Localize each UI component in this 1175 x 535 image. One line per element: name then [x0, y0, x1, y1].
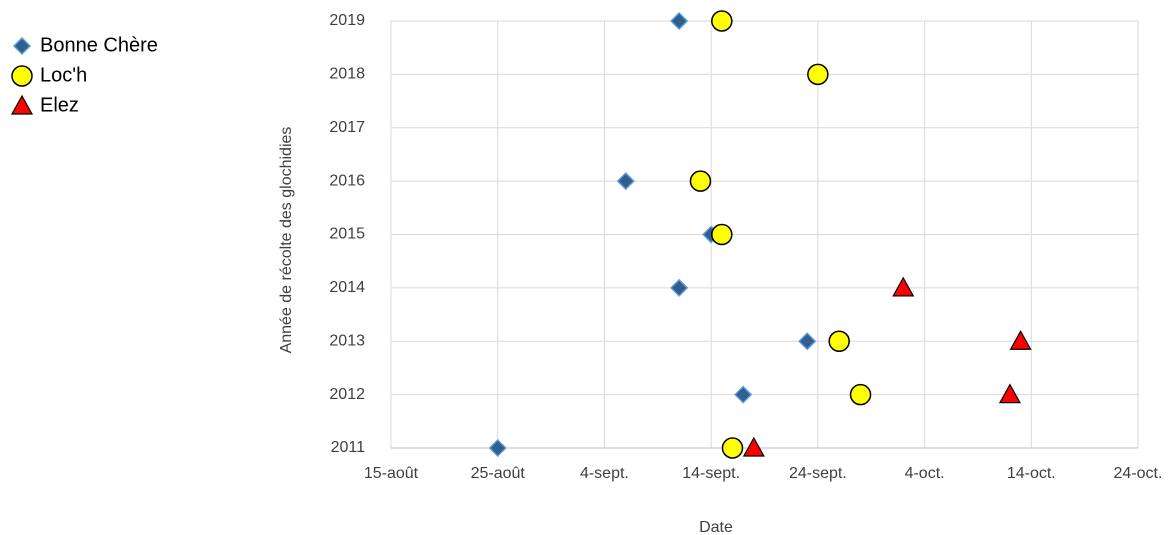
x-tick-label: 15-août — [364, 465, 419, 482]
x-tick-label: 24-oct. — [1114, 465, 1163, 482]
marker-circle — [689, 170, 712, 192]
marker-diamond — [488, 438, 507, 458]
marker-diamond — [798, 332, 817, 351]
marker-circle — [721, 437, 744, 459]
y-tick-label: 2015 — [329, 226, 365, 243]
marker-triangle — [892, 276, 915, 297]
x-tick-label: 4-sept. — [580, 465, 629, 482]
marker-diamond — [734, 385, 753, 404]
marker-circle — [711, 10, 733, 32]
marker-circle — [828, 330, 850, 352]
marker-circle — [807, 63, 829, 86]
y-axis-label: Année de récolte des glochidies — [278, 127, 295, 354]
x-tick-label: 4-oct. — [905, 465, 945, 482]
marker-circle — [11, 65, 33, 87]
y-tick-label: 2013 — [329, 332, 365, 349]
legend-label: Elez — [40, 94, 79, 116]
x-tick-label: 14-oct. — [1007, 465, 1056, 482]
y-tick-label: 2018 — [329, 66, 365, 83]
y-tick-label: 2014 — [329, 279, 365, 296]
x-tick-label: 14-sept. — [682, 465, 740, 482]
legend-label: Loc'h — [40, 64, 87, 86]
marker-diamond — [12, 36, 32, 56]
y-tick-label: 2011 — [331, 439, 366, 456]
marker-diamond — [670, 278, 689, 297]
y-tick-label: 2017 — [329, 119, 365, 136]
marker-triangle — [742, 436, 765, 457]
x-tick-label: 24-sept. — [789, 465, 847, 482]
x-tick-label: 25-août — [471, 465, 526, 482]
y-tick-label: 2012 — [329, 386, 365, 403]
legend-label: Bonne Chère — [40, 34, 158, 56]
marker-circle — [849, 383, 872, 406]
marker-diamond — [616, 172, 635, 191]
marker-circle — [711, 223, 733, 246]
marker-triangle — [998, 383, 1021, 404]
y-tick-label: 2016 — [329, 172, 365, 189]
x-axis-label: Date — [699, 519, 733, 535]
marker-triangle — [10, 94, 34, 115]
marker-diamond — [670, 11, 689, 31]
marker-triangle — [1009, 330, 1032, 350]
y-tick-label: 2019 — [329, 12, 365, 29]
